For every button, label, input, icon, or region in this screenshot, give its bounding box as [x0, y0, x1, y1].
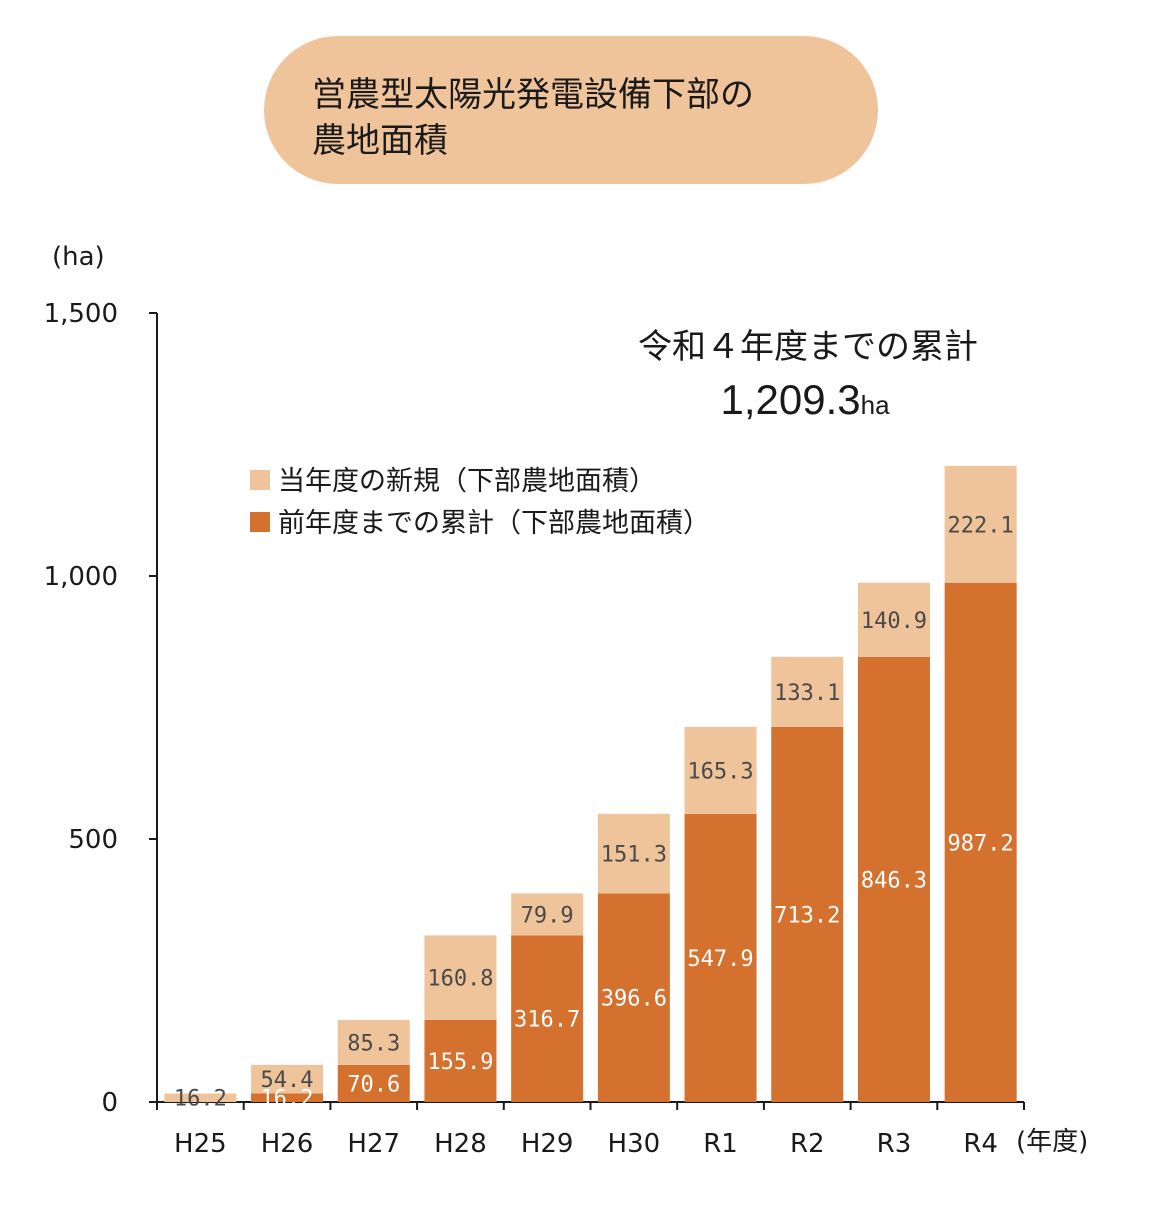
legend-swatch-prior: [250, 512, 270, 532]
data-label-new: 140.9: [861, 609, 927, 634]
data-label-prior: 316.7: [514, 1008, 580, 1033]
bar-new: [164, 1093, 237, 1102]
bar-new: [857, 582, 930, 657]
x-category-label: H28: [434, 1129, 487, 1159]
y-tick-label: 1,500: [44, 299, 118, 329]
x-category-label: H25: [174, 1129, 227, 1159]
x-axis-unit-label: (年度): [1016, 1127, 1088, 1157]
data-label-new: 151.3: [601, 843, 667, 868]
bar-new: [337, 1019, 410, 1065]
cumulative-annotation-unit: ha: [861, 390, 890, 420]
data-label-new: 85.3: [347, 1031, 400, 1056]
data-label-prior: 16.2: [261, 1087, 314, 1112]
data-label-new: 133.1: [774, 681, 840, 706]
data-label-prior: 846.3: [861, 868, 927, 893]
data-label-prior: 396.6: [601, 987, 667, 1012]
data-label-prior: 987.2: [948, 831, 1014, 856]
bar-prior-cumulative: [424, 1019, 497, 1102]
data-label-prior: 713.2: [774, 903, 840, 928]
bar-prior-cumulative: [857, 656, 930, 1102]
x-category-label: R3: [877, 1129, 912, 1159]
axes: 0 500 1,000 1,500 H25 H26 H27 H28 H29 H30 R1 R2 R3 R4: [44, 299, 1025, 1159]
cumulative-annotation-label: 令和４年度までの累計: [638, 327, 978, 367]
data-label-new: 160.8: [427, 967, 493, 992]
x-category-label: H30: [608, 1129, 661, 1159]
bar-prior-cumulative: [511, 935, 584, 1102]
legend-swatch-new: [250, 470, 270, 490]
data-label-new: 54.4: [261, 1068, 314, 1093]
x-category-label: H29: [521, 1129, 574, 1159]
bar-prior-cumulative: [944, 582, 1017, 1102]
data-label-new: 165.3: [687, 759, 753, 784]
data-label-prior: 70.6: [347, 1072, 400, 1097]
cumulative-annotation-value: 1,209.3: [720, 376, 860, 423]
bar-new: [511, 893, 584, 936]
chart-title-line2: 農地面積: [312, 121, 448, 161]
x-category-label: R1: [703, 1129, 738, 1159]
chart-title-line1: 営農型太陽光発電設備下部の: [312, 75, 754, 115]
bar-new: [251, 1064, 324, 1094]
bar-new: [597, 813, 670, 894]
y-axis-unit-label: (ha): [52, 242, 105, 272]
cumulative-annotation-total: 1,209.3ha: [720, 376, 890, 423]
legend-label-new: 当年度の新規（下部農地面積）: [278, 466, 656, 497]
y-tick-label: 500: [68, 825, 118, 855]
data-label-prior: 547.9: [687, 947, 753, 972]
data-label-new: 79.9: [521, 903, 574, 928]
bar-prior-cumulative: [771, 726, 844, 1102]
bar-prior-cumulative: [684, 813, 757, 1102]
data-label-prior: 155.9: [427, 1050, 493, 1075]
legend: 当年度の新規（下部農地面積） 前年度までの累計（下部農地面積）: [250, 466, 710, 539]
x-category-label: H27: [347, 1129, 400, 1159]
legend-label-prior: 前年度までの累計（下部農地面積）: [278, 508, 710, 539]
y-tick-label: 0: [101, 1088, 118, 1118]
x-category-label: R2: [790, 1129, 825, 1159]
x-category-label: R4: [963, 1129, 998, 1159]
bar-new: [944, 465, 1017, 583]
chart-title-badge: 営農型太陽光発電設備下部の 農地面積: [264, 36, 878, 184]
bar-new: [424, 935, 497, 1020]
bar-prior-cumulative: [597, 893, 670, 1102]
data-label-new: 16.2: [174, 1087, 227, 1112]
bar-new: [771, 656, 844, 727]
bar-prior-cumulative: [251, 1093, 324, 1102]
y-tick-label: 1,000: [44, 562, 118, 592]
data-labels: 16.254.416.285.370.6160.8155.979.9316.71…: [174, 513, 1014, 1111]
data-label-new: 222.1: [948, 513, 1014, 538]
x-category-label: H26: [261, 1129, 314, 1159]
bar-prior-cumulative: [337, 1064, 410, 1102]
bars: [164, 465, 1017, 1102]
bar-new: [684, 726, 757, 814]
